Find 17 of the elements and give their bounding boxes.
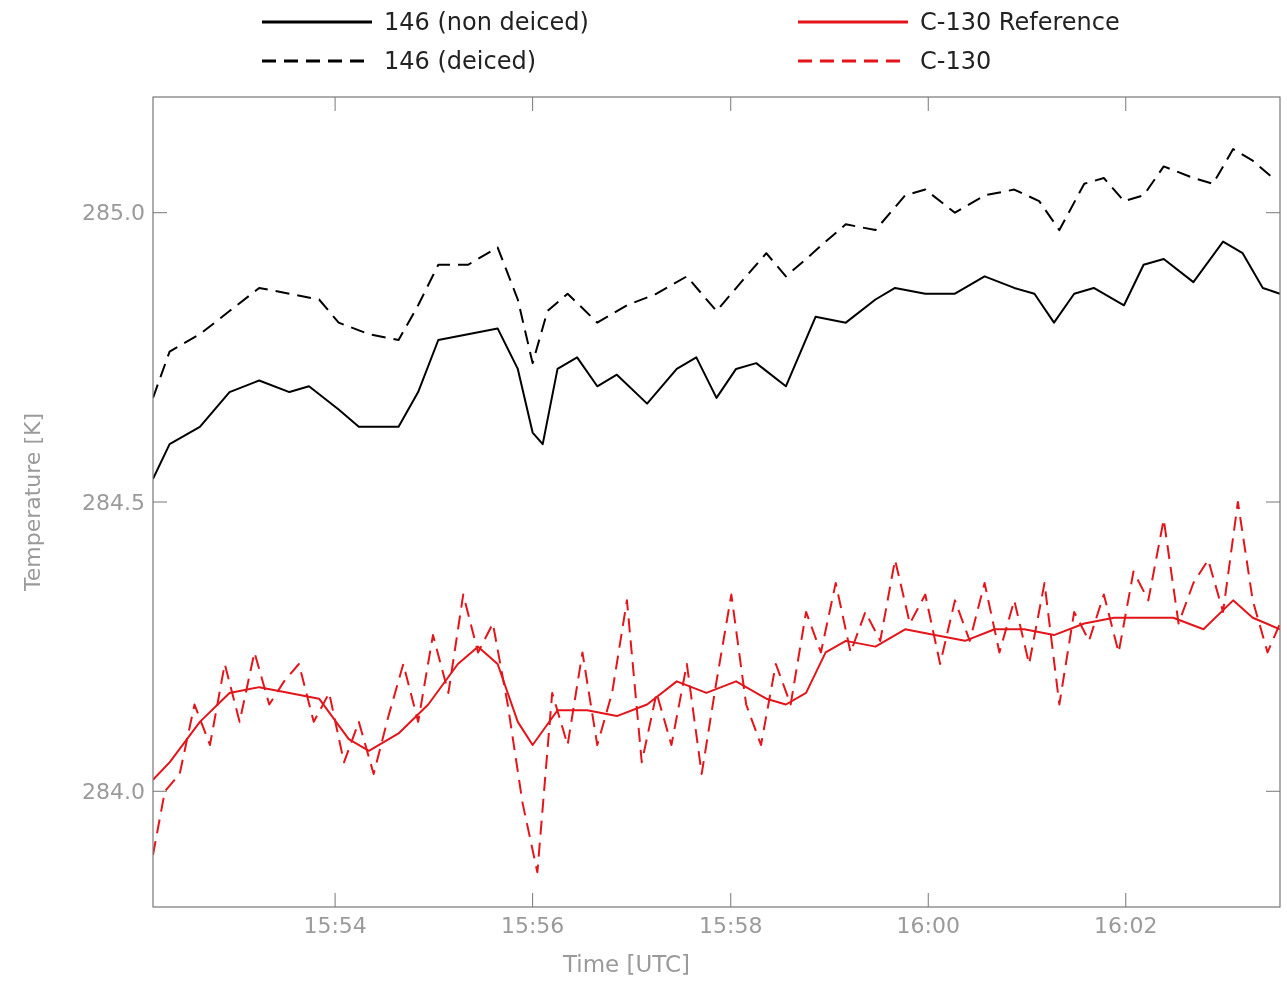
legend-label: 146 (non deiced) (384, 8, 589, 37)
x-tick-label: 15:56 (500, 913, 565, 938)
line-series (153, 240, 1280, 480)
y-tick-label: 284.0 (82, 778, 145, 804)
legend-label: C-130 (920, 47, 992, 76)
x-tick-label: 16:02 (1094, 913, 1158, 938)
line-series (153, 148, 1274, 399)
x-tick-label: 16:00 (896, 913, 960, 938)
legend-label: C-130 Reference (920, 8, 1120, 37)
x-tick-label: 15:54 (303, 913, 367, 938)
y-axis-title: Temperature [K] (20, 413, 45, 592)
y-tick-label: 284.5 (82, 489, 145, 515)
x-tick-label: 15:58 (699, 913, 763, 938)
line-series (153, 501, 1280, 874)
x-axis-title: Time [UTC] (561, 951, 691, 977)
y-tick-label: 285.0 (82, 200, 145, 226)
legend-label: 146 (deiced) (384, 47, 537, 76)
